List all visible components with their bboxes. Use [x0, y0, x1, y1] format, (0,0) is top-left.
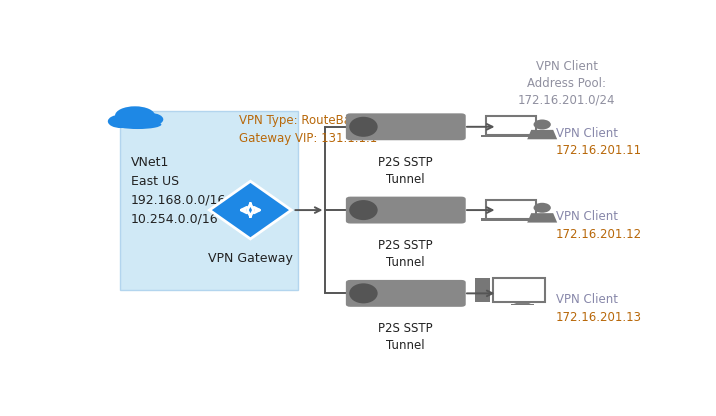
Circle shape [533, 203, 551, 213]
Text: VPN Client: VPN Client [556, 210, 618, 223]
FancyBboxPatch shape [481, 135, 541, 137]
Circle shape [533, 119, 551, 129]
Ellipse shape [349, 283, 377, 303]
FancyBboxPatch shape [346, 197, 465, 223]
FancyBboxPatch shape [120, 111, 298, 290]
Text: 172.16.201.11: 172.16.201.11 [556, 144, 642, 157]
Text: VNet1
East US
192.168.0.0/16
10.254.0.0/16: VNet1 East US 192.168.0.0/16 10.254.0.0/… [131, 156, 226, 225]
Ellipse shape [114, 120, 161, 129]
Ellipse shape [349, 117, 377, 137]
Polygon shape [527, 130, 557, 139]
Text: VPN Client
Address Pool:
172.16.201.0/24: VPN Client Address Pool: 172.16.201.0/24 [518, 59, 616, 106]
FancyBboxPatch shape [481, 218, 541, 220]
Text: VPN Gateway: VPN Gateway [208, 252, 293, 265]
Text: 172.16.201.13: 172.16.201.13 [556, 311, 642, 324]
FancyBboxPatch shape [486, 200, 536, 219]
FancyBboxPatch shape [475, 278, 490, 302]
Polygon shape [527, 213, 557, 223]
Text: 172.16.201.12: 172.16.201.12 [556, 228, 642, 241]
Text: P2S SSTP
Tunnel: P2S SSTP Tunnel [379, 322, 433, 352]
Text: VPN Type: RouteBased
Gateway VIP: 131.1.1.1: VPN Type: RouteBased Gateway VIP: 131.1.… [239, 114, 377, 145]
Polygon shape [210, 181, 291, 239]
FancyBboxPatch shape [493, 278, 545, 302]
Text: VPN Client: VPN Client [556, 293, 618, 306]
FancyBboxPatch shape [486, 116, 536, 136]
Ellipse shape [115, 106, 155, 125]
Polygon shape [514, 302, 531, 304]
Text: VPN Client: VPN Client [556, 127, 618, 140]
Text: P2S SSTP
Tunnel: P2S SSTP Tunnel [379, 239, 433, 269]
Ellipse shape [349, 200, 377, 220]
Ellipse shape [137, 113, 163, 126]
FancyBboxPatch shape [346, 280, 465, 307]
Ellipse shape [108, 115, 135, 128]
FancyBboxPatch shape [346, 113, 465, 140]
Polygon shape [511, 304, 534, 305]
Text: P2S SSTP
Tunnel: P2S SSTP Tunnel [379, 156, 433, 186]
